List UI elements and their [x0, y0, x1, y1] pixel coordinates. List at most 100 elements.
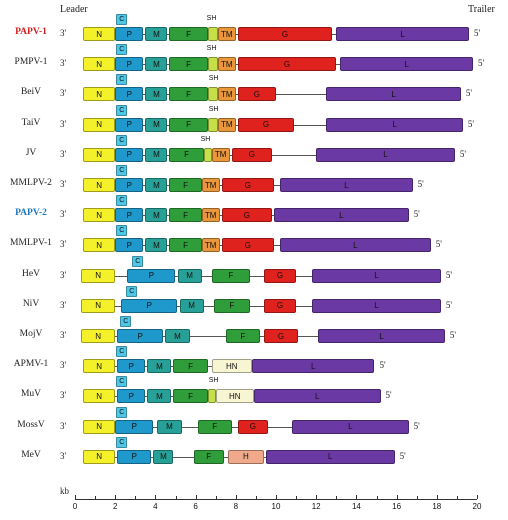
prime5-label: 5': [465, 88, 473, 99]
gene-p: P: [127, 268, 176, 283]
gene-l: L: [280, 238, 431, 253]
sh-gene-label: SH: [208, 377, 219, 385]
gene-tm: TM: [201, 238, 220, 253]
gene-p: P: [115, 147, 144, 162]
gene-f: F: [173, 359, 208, 374]
prime5-label: 5': [413, 420, 420, 431]
prime5-label: 5': [445, 269, 452, 280]
axis-tick-label: 4: [153, 502, 158, 511]
prime3-label: 3': [60, 28, 67, 38]
prime5-label: 5': [467, 118, 475, 129]
gene-n: N: [83, 389, 116, 404]
gene-m: M: [145, 87, 168, 102]
gene-p: P: [115, 117, 144, 132]
gene-g: G: [231, 147, 272, 162]
genome-name: MeV: [21, 449, 41, 460]
gene-m: M: [177, 268, 202, 283]
prime5-label: 5': [385, 390, 392, 401]
sh-gene-label: SH: [200, 135, 211, 143]
axis-tick-label: 10: [271, 502, 281, 511]
gene-p: P: [117, 389, 146, 404]
genome-backbone-line: [83, 336, 445, 337]
gene-p: P: [115, 87, 144, 102]
prime3-label: 3': [60, 390, 67, 401]
gene-l: L: [340, 57, 473, 72]
axis-minor-tick: [95, 496, 97, 499]
gene-n: N: [83, 449, 116, 464]
gene-tm: TM: [217, 57, 236, 72]
prime3-label: 3': [60, 420, 67, 431]
gene-tm: TM: [217, 87, 236, 102]
prime5-label: 5': [459, 148, 466, 159]
c-gene-marker: C: [116, 14, 128, 25]
gene-h: H: [227, 449, 264, 464]
gene-l: L: [292, 419, 409, 434]
gene-p: P: [117, 449, 152, 464]
gene-f: F: [211, 268, 250, 283]
gene-n: N: [83, 27, 116, 41]
axis-major-tick: [316, 495, 318, 499]
gene-g: G: [221, 178, 274, 192]
gene-l: L: [265, 449, 395, 464]
axis-minor-tick: [135, 496, 137, 499]
gene-f: F: [197, 419, 232, 434]
c-gene-marker: C: [116, 165, 128, 176]
c-gene-marker: C: [116, 134, 128, 146]
gene-p: P: [117, 329, 164, 343]
prime5-label: 5': [449, 330, 456, 340]
gene-n: N: [81, 329, 116, 343]
prime3-label: 3': [60, 360, 67, 371]
axis-major-tick: [195, 495, 197, 499]
axis-major-tick: [276, 495, 277, 499]
gene-l: L: [251, 359, 375, 374]
gene-m: M: [153, 449, 174, 464]
axis-tick-label: 14: [351, 502, 361, 511]
gene-n: N: [83, 419, 116, 434]
gene-n: N: [81, 298, 116, 313]
gene-l: L: [312, 268, 441, 283]
genome-name: PMPV-1: [14, 57, 48, 68]
gene-l: L: [318, 329, 445, 343]
genome-backbone-line: [83, 305, 441, 307]
gene-sh: [203, 147, 212, 162]
gene-m: M: [145, 27, 168, 41]
gene-f: F: [169, 147, 204, 162]
gene-f: F: [173, 389, 208, 404]
gene-g: G: [263, 298, 297, 313]
gene-m: M: [145, 57, 168, 72]
genome-name: MMLPV-1: [10, 238, 52, 249]
axis-tick-label: 18: [432, 502, 442, 511]
axis-minor-tick: [336, 496, 338, 499]
gene-sh: [207, 57, 218, 72]
genome-name: APMV-1: [13, 359, 49, 370]
gene-p: P: [115, 208, 144, 223]
genome-name: HeV: [22, 268, 40, 279]
gene-m: M: [147, 389, 172, 404]
axis-minor-tick: [215, 496, 217, 499]
genome-name: PAPV-2: [15, 208, 47, 219]
genome-name: JV: [25, 147, 37, 158]
gene-n: N: [83, 178, 116, 192]
axis-major-tick: [75, 495, 76, 499]
gene-n: N: [83, 147, 116, 162]
axis-tick-label: 16: [392, 502, 402, 511]
gene-f: F: [169, 57, 208, 72]
prime3-label: 3': [60, 330, 67, 340]
prime3-label: 3': [60, 58, 67, 69]
genome-name: MuV: [20, 389, 42, 400]
gene-n: N: [83, 117, 116, 132]
axis-tick-label: 2: [112, 502, 118, 511]
c-gene-marker: C: [120, 316, 132, 327]
gene-sh: [207, 87, 218, 102]
gene-tm: TM: [217, 117, 236, 132]
gene-m: M: [145, 208, 168, 223]
prime5-label: 5': [379, 360, 386, 371]
prime3-label: 3': [60, 118, 67, 129]
gene-f: F: [169, 178, 202, 192]
axis-minor-tick: [255, 496, 257, 499]
gene-l: L: [316, 147, 455, 162]
c-gene-marker: C: [116, 225, 128, 237]
gene-n: N: [83, 57, 116, 72]
prime3-label: 3': [60, 88, 67, 99]
gene-n: N: [83, 359, 116, 374]
